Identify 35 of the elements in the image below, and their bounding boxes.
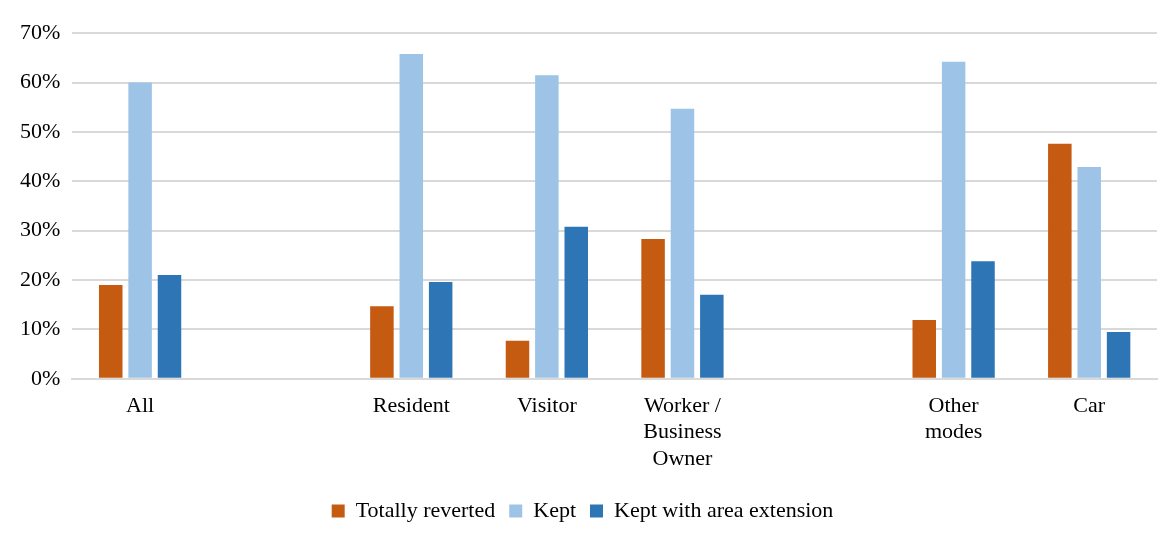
bar	[128, 82, 152, 378]
y-tick-label: 30%	[20, 216, 61, 242]
y-tick-label: 40%	[20, 167, 61, 193]
y-tick-label: 20%	[20, 265, 61, 291]
bar	[1077, 167, 1101, 378]
bar	[535, 75, 559, 378]
x-tick-label: Worker / Business Owner	[643, 391, 722, 470]
bar	[1048, 143, 1072, 378]
bar	[641, 239, 665, 378]
bar	[428, 282, 453, 378]
bar	[700, 294, 724, 378]
x-tick-label: Car	[1073, 391, 1106, 417]
y-tick-label: 50%	[20, 117, 61, 143]
y-tick-label: 10%	[20, 315, 61, 341]
y-tick-label: 0%	[31, 364, 61, 390]
bar	[98, 284, 123, 378]
x-tick-label: Other modes	[924, 391, 983, 444]
legend-label: Kept	[533, 496, 577, 522]
bar	[670, 108, 695, 378]
bar	[564, 226, 588, 378]
x-tick-label: Resident	[372, 391, 450, 417]
bar	[941, 61, 966, 378]
bar	[1106, 331, 1131, 378]
bar	[370, 306, 394, 378]
y-tick-label: 60%	[20, 68, 61, 94]
bar	[399, 53, 424, 378]
bar	[505, 340, 530, 378]
bar	[912, 320, 936, 378]
x-tick-label: All	[126, 391, 155, 417]
bar	[971, 261, 995, 378]
legend-label: Totally reverted	[355, 496, 496, 522]
legend-label: Kept with area extension	[614, 496, 834, 522]
bar	[157, 275, 182, 378]
x-tick-label: Visitor	[516, 391, 578, 417]
y-tick-label: 70%	[20, 18, 61, 44]
